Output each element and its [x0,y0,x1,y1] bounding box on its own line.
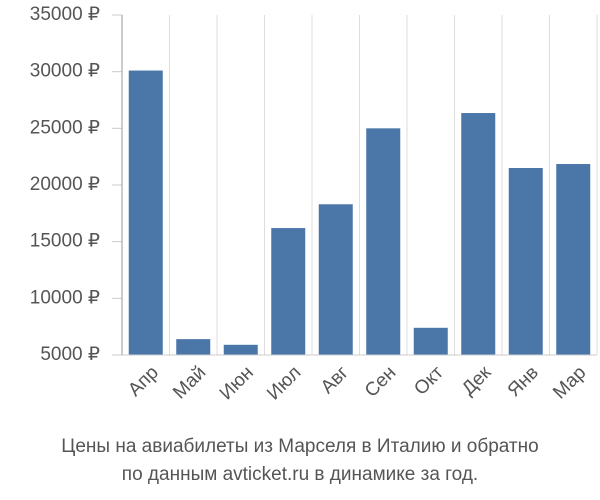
bar [318,204,353,355]
x-tick-label: Июл [263,362,305,404]
y-tick-label: 35000 ₽ [30,4,100,25]
y-tick-label: 30000 ₽ [30,61,100,82]
bar [366,128,401,355]
chart-subtitle: по данным avticket.ru в динамике за год. [122,464,478,485]
chart-title: Цены на авиабилеты из Марселя в Италию и… [61,436,538,457]
x-tick-label: Июн [216,362,258,404]
y-tick-label: 10000 ₽ [30,287,100,308]
x-tick-label: Сен [361,362,400,401]
bar [556,164,591,355]
x-tick-label: Мар [549,362,590,403]
y-tick-label: 5000 ₽ [40,344,100,365]
x-tick-label: Апр [124,362,163,401]
x-tick-label: Дек [458,362,496,400]
bar [223,344,258,355]
y-tick-label: 20000 ₽ [30,174,100,195]
bar [128,70,163,356]
bar [413,327,448,355]
x-tick-label: Май [169,362,210,403]
x-tick-label: Авг [317,362,353,398]
bar [508,168,543,355]
bar [176,339,211,355]
y-tick-label: 25000 ₽ [30,117,100,138]
y-tick-label: 15000 ₽ [30,231,100,252]
bar [461,113,496,356]
x-tick-label: Янв [504,362,543,401]
x-tick-label: Окт [410,362,448,400]
bar [271,228,306,355]
